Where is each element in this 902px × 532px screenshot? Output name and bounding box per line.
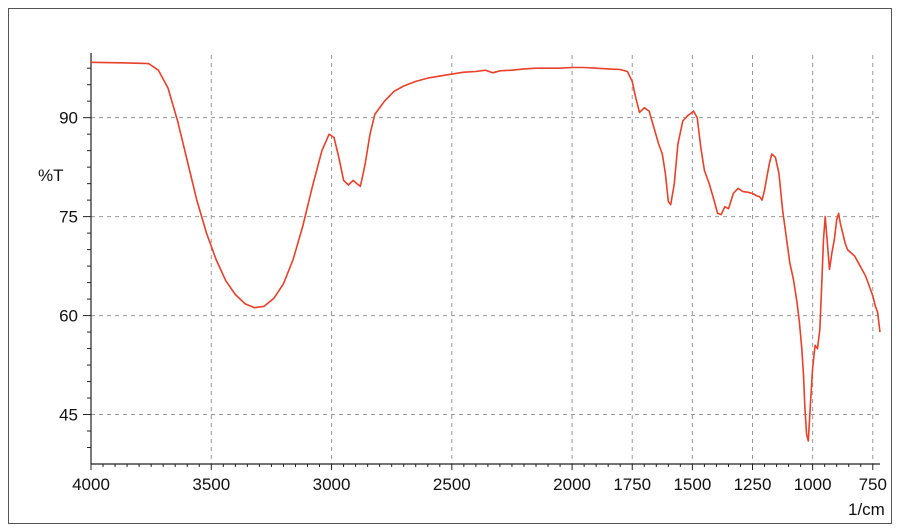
x-tick-label: 1250 [734,475,772,494]
x-tick-label: 3500 [192,475,230,494]
spectrum-line [90,61,881,442]
y-tick-label: 45 [59,406,78,425]
x-tick-label: 2500 [433,475,471,494]
y-tick-label: 90 [59,109,78,128]
x-tick-label: 4000 [72,475,110,494]
y-tick-label: 75 [59,208,78,227]
x-tick-label: 3000 [313,475,351,494]
y-tick-label: 60 [59,307,78,326]
x-axis-label: 1/cm [848,500,885,519]
x-tick-label: 2000 [553,475,591,494]
x-tick-label: 1000 [794,475,832,494]
y-axis-label: %T [38,166,64,185]
x-tick-label: 1500 [673,475,711,494]
chart-frame [8,8,892,524]
axes: 4000 3500 3000 2500 2000 1750 1500 1250 1000 750 4… [59,53,887,494]
x-tick-label: 750 [859,475,887,494]
grid [91,55,880,464]
series [90,61,881,442]
x-tick-label: 1750 [613,475,651,494]
